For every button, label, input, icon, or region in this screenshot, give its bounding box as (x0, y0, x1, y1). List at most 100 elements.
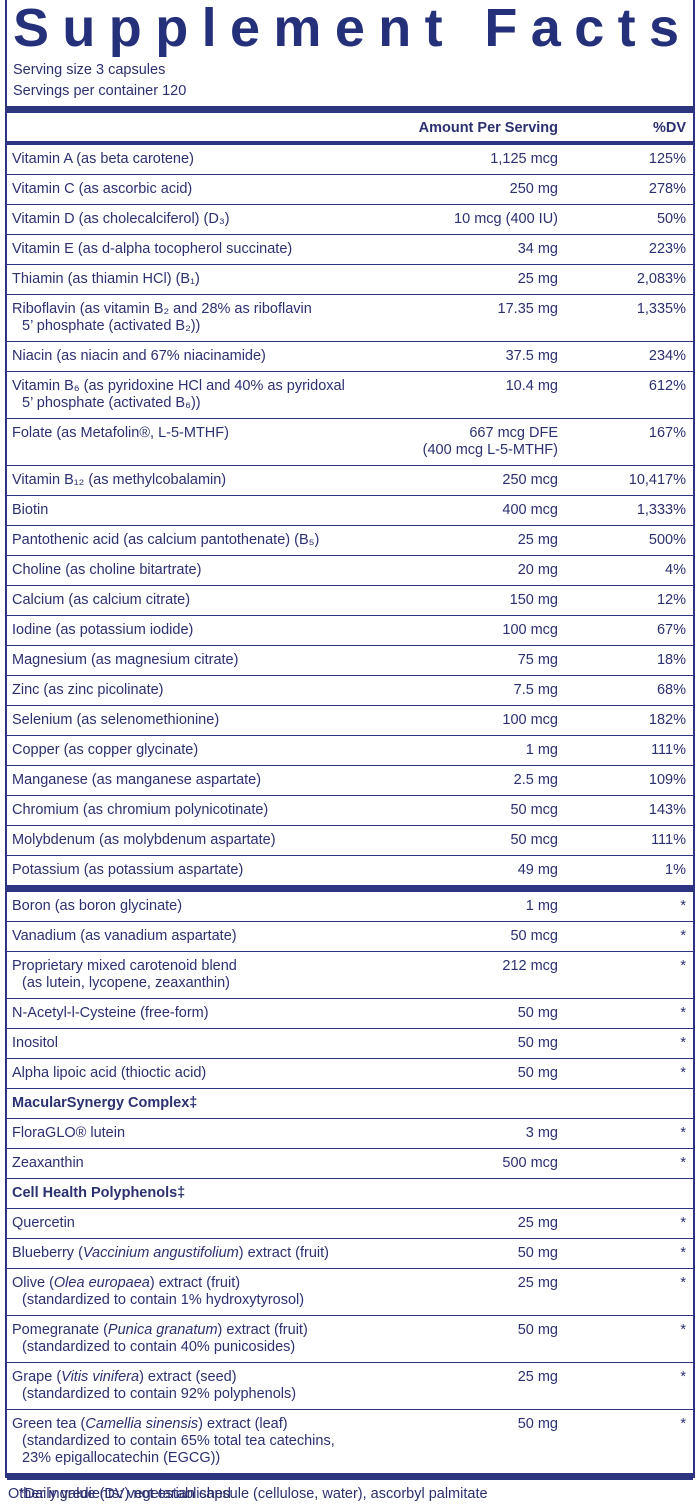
daily-value: * (680, 1035, 686, 1051)
label-line: Olive (Olea europaea) extract (fruit) (12, 1275, 388, 1292)
daily-value: * (680, 1322, 686, 1338)
row: Pantothenic acid (as calcium pantothenat… (7, 525, 693, 555)
label: Niacin (as niacin and 67% niacinamide) (12, 348, 388, 365)
label-segment: ) extract (seed) (139, 1369, 237, 1385)
amount-line: 212 mcg (502, 958, 558, 974)
facts-panel: Supplement Facts Serving size 3 capsules… (5, 0, 695, 1502)
amount: 25 mg (388, 532, 558, 549)
daily-value: 68% (656, 682, 686, 698)
column-label: Amount Per Serving (418, 120, 558, 136)
daily-value: 167% (648, 425, 686, 441)
label: Iodine (as potassium iodide) (12, 622, 388, 639)
amount: 2.5 mg (388, 772, 558, 789)
amount-line: 49 mg (517, 862, 558, 878)
daily-value: 612% (648, 378, 686, 394)
amount: 25 mg (388, 271, 558, 288)
amount: 25 mg (388, 1275, 558, 1309)
amount-line: 250 mg (509, 181, 558, 197)
amount-line: 1 mg (525, 898, 558, 914)
daily-value: 1% (665, 862, 686, 878)
section-heading: Cell Health Polyphenols‡ (12, 1185, 186, 1201)
daily-value: 182% (648, 712, 686, 728)
label-line: Choline (as choline bitartrate) (12, 562, 202, 578)
daily-value: * (680, 1215, 686, 1231)
label-segment: Punica granatum (107, 1322, 218, 1338)
row: Zinc (as zinc picolinate) 7.5 mg 68% (7, 675, 693, 705)
amount-line: 50 mg (517, 1416, 558, 1432)
daily-value: 18% (656, 652, 686, 668)
label-segment: Pomegranate ( (12, 1322, 108, 1338)
label-line: Riboflavin (as vitamin B₂ and 28% as rib… (12, 301, 312, 317)
amount: 75 mg (388, 652, 558, 669)
amount: 1 mg (388, 898, 558, 915)
label: Vitamin B₆ (as pyridoxine HCl and 40% as… (12, 378, 388, 412)
amount-line: 20 mg (517, 562, 558, 578)
amount-line: 100 mcg (502, 622, 558, 638)
label-line: Boron (as boron glycinate) (12, 898, 183, 914)
label: Selenium (as selenomethionine) (12, 712, 388, 729)
row: Alpha lipoic acid (thioctic acid) 50 mg * (7, 1058, 693, 1088)
label-line: Green tea (Camellia sinensis) extract (l… (12, 1416, 388, 1433)
amount-line: 250 mcg (502, 472, 558, 488)
amount-line: 7.5 mg (513, 682, 558, 698)
divider (7, 106, 693, 113)
label-segment: Grape ( (12, 1369, 62, 1385)
row: MacularSynergy Complex‡ (7, 1088, 693, 1118)
divider (7, 885, 693, 892)
label-segment: Olive ( (12, 1275, 54, 1291)
amount-line: 1 mg (525, 742, 558, 758)
row: Chromium (as chromium polynicotinate) 50 … (7, 795, 693, 825)
amount-line: 100 mcg (502, 712, 558, 728)
label-line: Pomegranate (Punica granatum) extract (f… (12, 1322, 388, 1339)
section-heading: MacularSynergy Complex‡ (12, 1095, 198, 1111)
label-segment: ) extract (fruit) (149, 1275, 241, 1291)
label: Calcium (as calcium citrate) (12, 592, 388, 609)
daily-value: * (680, 1005, 686, 1021)
row: Vitamin E (as d-alpha tocopherol succina… (7, 234, 693, 264)
amount: 3 mg (388, 1125, 558, 1142)
amount-line: 25 mg (517, 1275, 558, 1291)
label-segment: Vaccinium angustifolium (82, 1245, 239, 1261)
amount: 37.5 mg (388, 348, 558, 365)
label: Vitamin A (as beta carotene) (12, 151, 388, 168)
divider (7, 141, 693, 145)
label: Vitamin E (as d-alpha tocopherol succina… (12, 241, 388, 258)
label-line: Biotin (12, 502, 49, 518)
daily-value: 109% (648, 772, 686, 788)
amount-line: 25 mg (517, 271, 558, 287)
label-line: 5’ phosphate (activated B₆)) (22, 395, 201, 411)
label-line: Vitamin A (as beta carotene) (12, 151, 194, 167)
label: Olive (Olea europaea) extract (fruit) (st… (12, 1275, 388, 1309)
label-line: Vitamin D (as cholecalciferol) (D₃) (12, 211, 230, 227)
row: Vitamin D (as cholecalciferol) (D₃) 10 mc… (7, 204, 693, 234)
row: Vitamin B₁₂ (as methylcobalamin) 250 mcg 1… (7, 465, 693, 495)
label: Copper (as copper glycinate) (12, 742, 388, 759)
label: Zeaxanthin (12, 1155, 388, 1172)
amount: 49 mg (388, 862, 558, 879)
label-line: Folate (as Metafolin®, L-5-MTHF) (12, 425, 229, 441)
amount: 212 mcg (388, 958, 558, 992)
column-label: %DV (652, 120, 686, 136)
row: Biotin 400 mcg 1,333% (7, 495, 693, 525)
label-line: (standardized to contain 40% punicosides… (22, 1339, 296, 1355)
label-line: (as lutein, lycopene, zeaxanthin) (22, 975, 230, 991)
daily-value: 234% (648, 348, 686, 364)
row: Magnesium (as magnesium citrate) 75 mg 18% (7, 645, 693, 675)
daily-value: * (680, 928, 686, 944)
label-line: Vitamin C (as ascorbic acid) (12, 181, 193, 197)
daily-value: 223% (648, 241, 686, 257)
amount-line: 25 mg (517, 1215, 558, 1231)
daily-value: 278% (648, 181, 686, 197)
amount-line: 50 mg (517, 1322, 558, 1338)
row: Quercetin 25 mg * (7, 1208, 693, 1238)
amount-line: 25 mg (517, 532, 558, 548)
label: Vitamin D (as cholecalciferol) (D₃) (12, 211, 388, 228)
label: Blueberry (Vaccinium angustifolium) extr… (12, 1245, 388, 1262)
divider (7, 1473, 693, 1480)
daily-value: 1,333% (636, 502, 686, 518)
amount: 1,125 mcg (388, 151, 558, 168)
amount: 34 mg (388, 241, 558, 258)
label-line: Molybdenum (as molybdenum aspartate) (12, 832, 276, 848)
label: N-Acetyl-l-Cysteine (free-form) (12, 1005, 388, 1022)
row: Green tea (Camellia sinensis) extract (l… (7, 1409, 693, 1473)
